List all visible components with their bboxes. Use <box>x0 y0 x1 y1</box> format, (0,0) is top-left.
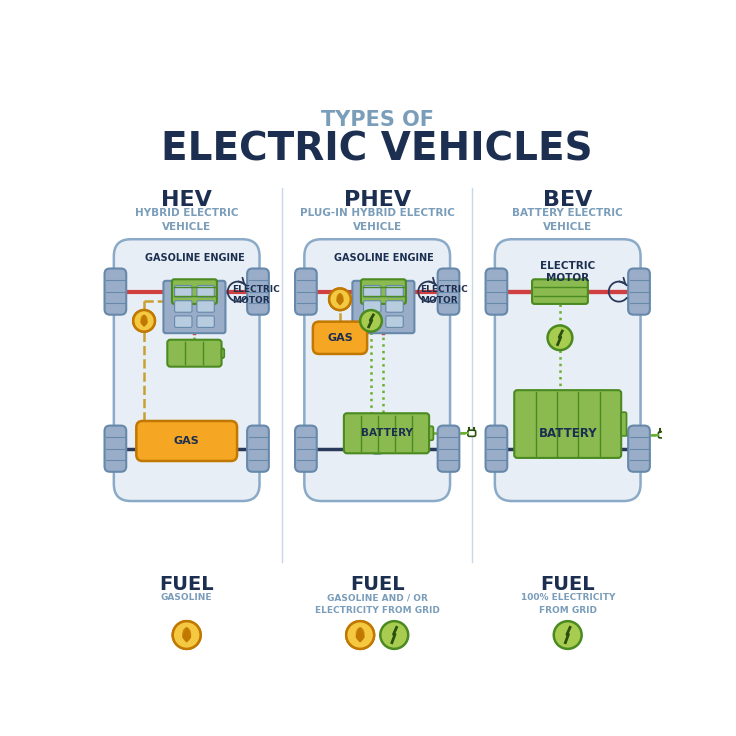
Text: TYPES OF: TYPES OF <box>321 110 434 130</box>
Text: ELECTRIC VEHICLES: ELECTRIC VEHICLES <box>161 131 593 169</box>
Text: PLUG-IN HYBRID ELECTRIC
VEHICLE: PLUG-IN HYBRID ELECTRIC VEHICLE <box>300 208 455 233</box>
FancyBboxPatch shape <box>247 269 269 315</box>
Text: GAS: GAS <box>174 436 199 446</box>
Circle shape <box>346 621 374 649</box>
Circle shape <box>548 325 573 350</box>
FancyBboxPatch shape <box>386 316 403 328</box>
FancyBboxPatch shape <box>486 425 507 472</box>
FancyBboxPatch shape <box>364 301 381 312</box>
Text: FUEL: FUEL <box>160 575 214 594</box>
Text: GAS: GAS <box>327 333 353 343</box>
FancyBboxPatch shape <box>386 286 403 297</box>
Polygon shape <box>337 294 343 305</box>
FancyBboxPatch shape <box>438 425 459 472</box>
FancyBboxPatch shape <box>495 239 640 501</box>
FancyBboxPatch shape <box>174 301 192 312</box>
FancyBboxPatch shape <box>222 348 224 358</box>
Text: ELECTRIC
MOTOR: ELECTRIC MOTOR <box>420 285 468 305</box>
Text: HYBRID ELECTRIC
VEHICLE: HYBRID ELECTRIC VEHICLE <box>135 208 238 233</box>
FancyBboxPatch shape <box>438 269 459 315</box>
Text: PHEV: PHEV <box>344 190 411 210</box>
Circle shape <box>360 310 382 332</box>
Text: 100% ELECTRICITY
FROM GRID: 100% ELECTRICITY FROM GRID <box>520 593 615 615</box>
Text: BATTERY: BATTERY <box>361 428 412 438</box>
Polygon shape <box>356 628 364 640</box>
Circle shape <box>329 289 351 310</box>
Circle shape <box>381 621 408 649</box>
Circle shape <box>329 289 351 310</box>
Ellipse shape <box>557 443 578 454</box>
Text: GASOLINE AND / OR
ELECTRICITY FROM GRID: GASOLINE AND / OR ELECTRICITY FROM GRID <box>315 593 439 615</box>
FancyBboxPatch shape <box>174 316 192 328</box>
FancyBboxPatch shape <box>514 390 621 458</box>
Polygon shape <box>356 628 364 642</box>
Polygon shape <box>141 316 147 325</box>
FancyBboxPatch shape <box>197 286 214 297</box>
FancyBboxPatch shape <box>353 281 414 333</box>
FancyBboxPatch shape <box>429 426 434 440</box>
FancyBboxPatch shape <box>364 286 381 297</box>
FancyBboxPatch shape <box>105 425 127 472</box>
Circle shape <box>133 310 155 332</box>
Circle shape <box>553 621 581 649</box>
FancyBboxPatch shape <box>386 301 403 312</box>
Circle shape <box>173 621 201 649</box>
FancyBboxPatch shape <box>172 279 217 304</box>
FancyBboxPatch shape <box>621 412 626 436</box>
FancyBboxPatch shape <box>114 239 260 501</box>
FancyBboxPatch shape <box>532 279 588 304</box>
FancyBboxPatch shape <box>468 431 475 436</box>
Polygon shape <box>337 294 343 304</box>
FancyBboxPatch shape <box>247 425 269 472</box>
FancyBboxPatch shape <box>659 432 666 438</box>
Circle shape <box>133 310 155 332</box>
FancyBboxPatch shape <box>344 413 429 453</box>
Polygon shape <box>183 628 191 640</box>
FancyBboxPatch shape <box>197 301 214 312</box>
Text: HEV: HEV <box>161 190 212 210</box>
Text: GASOLINE: GASOLINE <box>161 593 213 603</box>
Circle shape <box>173 621 201 649</box>
FancyBboxPatch shape <box>295 425 316 472</box>
FancyBboxPatch shape <box>105 269 127 315</box>
FancyBboxPatch shape <box>313 322 367 354</box>
FancyBboxPatch shape <box>628 425 650 472</box>
FancyBboxPatch shape <box>364 316 381 328</box>
FancyBboxPatch shape <box>361 279 406 304</box>
Text: ELECTRIC
MOTOR: ELECTRIC MOTOR <box>540 261 595 283</box>
Text: FUEL: FUEL <box>540 575 595 594</box>
Ellipse shape <box>176 443 197 454</box>
Text: BATTERY: BATTERY <box>539 427 597 440</box>
FancyBboxPatch shape <box>295 269 316 315</box>
FancyBboxPatch shape <box>167 340 222 367</box>
Text: ELECTRIC
MOTOR: ELECTRIC MOTOR <box>232 285 280 305</box>
FancyBboxPatch shape <box>163 281 225 333</box>
Polygon shape <box>183 628 191 642</box>
FancyBboxPatch shape <box>305 239 450 501</box>
Polygon shape <box>141 315 147 326</box>
Text: BEV: BEV <box>543 190 592 210</box>
FancyBboxPatch shape <box>197 316 214 328</box>
Text: GASOLINE ENGINE: GASOLINE ENGINE <box>144 253 244 263</box>
Text: FUEL: FUEL <box>350 575 405 594</box>
FancyBboxPatch shape <box>628 269 650 315</box>
FancyBboxPatch shape <box>174 286 192 297</box>
FancyBboxPatch shape <box>486 269 507 315</box>
Ellipse shape <box>367 443 388 454</box>
Text: BATTERY ELECTRIC
VEHICLE: BATTERY ELECTRIC VEHICLE <box>512 208 623 233</box>
FancyBboxPatch shape <box>136 421 237 461</box>
Text: GASOLINE ENGINE: GASOLINE ENGINE <box>333 253 434 263</box>
Circle shape <box>346 621 374 649</box>
